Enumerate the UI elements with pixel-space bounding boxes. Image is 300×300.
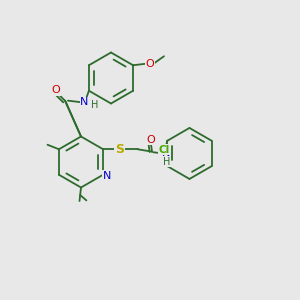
Text: N: N — [162, 148, 171, 158]
Text: H: H — [163, 157, 170, 166]
Text: O: O — [146, 135, 155, 145]
Text: N: N — [103, 171, 111, 181]
Text: O: O — [145, 59, 154, 69]
Text: H: H — [91, 100, 98, 110]
Text: S: S — [115, 143, 124, 156]
Text: Cl: Cl — [159, 145, 170, 155]
Text: N: N — [80, 97, 88, 107]
Text: O: O — [52, 85, 60, 95]
